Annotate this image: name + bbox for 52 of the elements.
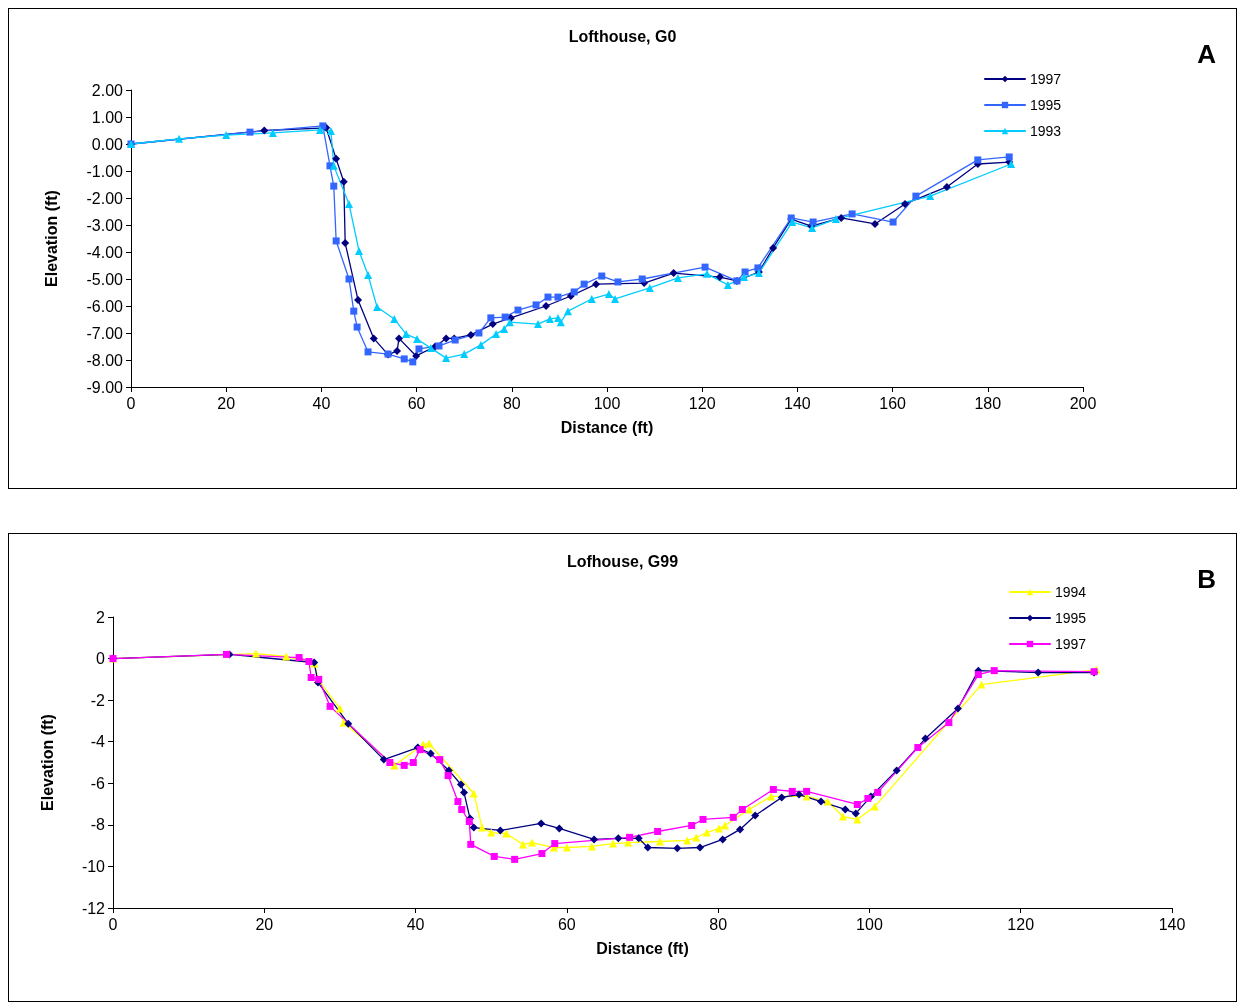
y-tick-label: -3.00 — [86, 216, 124, 234]
chart-title: Lofthouse, G0 — [568, 27, 677, 45]
y-tick-label: 2.00 — [91, 81, 124, 99]
x-tick-label: 40 — [312, 394, 331, 412]
legend-label: 1995 — [1030, 97, 1062, 113]
x-tick-label: 100 — [856, 915, 883, 933]
x-tick-label: 200 — [1069, 394, 1097, 412]
x-tick-label: 0 — [126, 394, 136, 412]
x-tick-label: 40 — [406, 915, 425, 933]
x-tick-label: 60 — [557, 915, 576, 933]
x-tick-label: 80 — [709, 915, 728, 933]
x-tick-label: 20 — [217, 394, 236, 412]
y-tick-label: -7.00 — [86, 324, 124, 342]
y-tick-label: -6 — [90, 774, 106, 792]
text: B — [1197, 564, 1216, 594]
x-axis-title: Distance (ft) — [596, 939, 689, 957]
x-tick-label: 140 — [1158, 915, 1186, 933]
y-tick-label: -10 — [81, 857, 106, 875]
legend-label: 1997 — [1030, 71, 1062, 87]
y-tick-label: -12 — [81, 899, 106, 917]
y-tick-label: -2.00 — [86, 189, 124, 207]
legend-label: 1995 — [1055, 610, 1087, 626]
y-tick-label: 2 — [96, 608, 106, 626]
y-tick-label: -1.00 — [86, 162, 124, 180]
x-tick-label: 80 — [502, 394, 521, 412]
y-tick-label: -6.00 — [86, 297, 124, 315]
y-tick-label: -9.00 — [86, 378, 124, 396]
y-axis-title: Elevation (ft) — [38, 714, 56, 811]
x-tick-label: 60 — [407, 394, 426, 412]
x-tick-label: 140 — [784, 394, 811, 412]
y-tick-label: 0.00 — [91, 135, 124, 153]
x-tick-label: 120 — [688, 394, 716, 412]
text: A — [1197, 39, 1217, 69]
x-tick-label: 100 — [593, 394, 621, 412]
y-tick-label: -4.00 — [86, 243, 124, 261]
x-tick-label: 120 — [1007, 915, 1035, 933]
y-tick-label: 0 — [96, 650, 106, 668]
y-tick-label: -2 — [90, 691, 106, 709]
chart-title: Lofhouse, G99 — [566, 552, 679, 570]
y-tick-label: -8 — [90, 816, 106, 834]
x-tick-label: 160 — [879, 394, 907, 412]
x-axis-title: Distance (ft) — [560, 418, 654, 436]
y-axis-title: Elevation (ft) — [42, 190, 60, 287]
y-tick-label: 1.00 — [91, 108, 124, 126]
y-tick-label: -4 — [90, 733, 106, 751]
legend-label: 1997 — [1055, 636, 1087, 652]
legend-label: 1993 — [1030, 123, 1062, 139]
y-tick-label: -5.00 — [86, 270, 124, 288]
x-tick-label: 180 — [974, 394, 1002, 412]
x-tick-label: 20 — [255, 915, 274, 933]
y-tick-label: -8.00 — [86, 351, 124, 369]
legend-label: 1994 — [1055, 584, 1087, 600]
